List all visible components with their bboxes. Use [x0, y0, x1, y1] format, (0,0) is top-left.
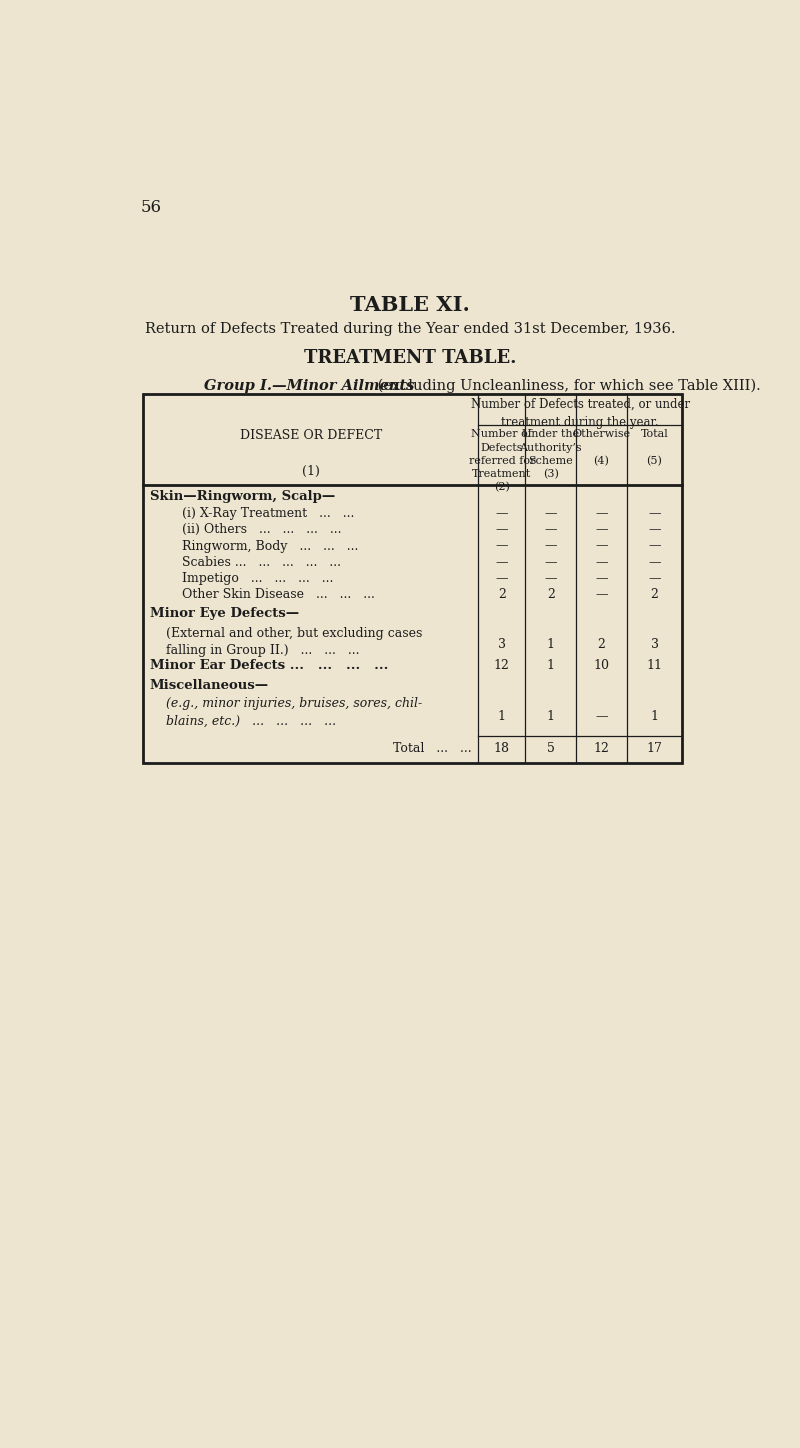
- Text: —: —: [648, 507, 661, 520]
- Text: 11: 11: [646, 659, 662, 672]
- Text: —: —: [595, 507, 608, 520]
- Text: —: —: [545, 523, 557, 536]
- Text: 1: 1: [498, 710, 506, 723]
- Text: —: —: [648, 572, 661, 585]
- Text: —: —: [595, 588, 608, 601]
- Text: 10: 10: [594, 659, 610, 672]
- Text: 12: 12: [494, 659, 510, 672]
- Text: —: —: [545, 556, 557, 569]
- Text: —: —: [545, 572, 557, 585]
- Text: Under the
Authority’s
Scheme
(3): Under the Authority’s Scheme (3): [519, 430, 582, 479]
- Text: —: —: [495, 556, 508, 569]
- Text: 1: 1: [546, 637, 554, 650]
- Text: —: —: [595, 523, 608, 536]
- Text: Ringworm, Body   ...   ...   ...: Ringworm, Body ... ... ...: [150, 540, 358, 553]
- Text: (e.g., minor injuries, bruises, sores, chil-
    blains, etc.)   ...   ...   ...: (e.g., minor injuries, bruises, sores, c…: [150, 698, 422, 728]
- Text: Miscellaneous—: Miscellaneous—: [150, 679, 269, 692]
- Text: —: —: [648, 540, 661, 553]
- Text: 2: 2: [498, 588, 506, 601]
- Text: 2: 2: [598, 637, 606, 650]
- Text: 17: 17: [646, 741, 662, 754]
- Text: —: —: [595, 540, 608, 553]
- Text: TABLE XI.: TABLE XI.: [350, 295, 470, 316]
- Text: 2: 2: [546, 588, 554, 601]
- Text: Return of Defects Treated during the Year ended 31st December, 1936.: Return of Defects Treated during the Yea…: [145, 321, 675, 336]
- Text: Other Skin Disease   ...   ...   ...: Other Skin Disease ... ... ...: [150, 588, 374, 601]
- Text: —: —: [595, 556, 608, 569]
- Text: —: —: [495, 572, 508, 585]
- Text: —: —: [595, 710, 608, 723]
- Text: —: —: [545, 507, 557, 520]
- Text: TREATMENT TABLE.: TREATMENT TABLE.: [304, 349, 516, 368]
- Text: Otherwise

(4): Otherwise (4): [572, 430, 630, 466]
- Text: 1: 1: [546, 659, 554, 672]
- Text: Minor Eye Defects—: Minor Eye Defects—: [150, 607, 298, 620]
- Text: 2: 2: [650, 588, 658, 601]
- Text: 3: 3: [498, 637, 506, 650]
- Text: 18: 18: [494, 741, 510, 754]
- Text: (excluding Uncleanliness, for which see Table XIII).: (excluding Uncleanliness, for which see …: [373, 378, 761, 392]
- Bar: [143, 394, 682, 763]
- Text: (i) X-Ray Treatment   ...   ...: (i) X-Ray Treatment ... ...: [150, 507, 354, 520]
- Text: 1: 1: [546, 710, 554, 723]
- Text: 3: 3: [650, 637, 658, 650]
- Text: —: —: [495, 523, 508, 536]
- Text: Scabies ...   ...   ...   ...   ...: Scabies ... ... ... ... ...: [150, 556, 341, 569]
- Text: Number of
Defects
referred for
Treatment
(2): Number of Defects referred for Treatment…: [469, 430, 535, 492]
- Text: DISEASE OR DEFECT

(1): DISEASE OR DEFECT (1): [240, 430, 382, 478]
- Text: —: —: [495, 540, 508, 553]
- Text: Minor Ear Defects ...   ...   ...   ...: Minor Ear Defects ... ... ... ...: [150, 659, 388, 672]
- Text: Total   ...   ...: Total ... ...: [394, 741, 472, 754]
- Text: 1: 1: [650, 710, 658, 723]
- Text: Impetigo   ...   ...   ...   ...: Impetigo ... ... ... ...: [150, 572, 333, 585]
- Text: —: —: [595, 572, 608, 585]
- Text: 56: 56: [140, 200, 162, 216]
- Text: Skin—Ringworm, Scalp—: Skin—Ringworm, Scalp—: [150, 491, 335, 504]
- Text: (ii) Others   ...   ...   ...   ...: (ii) Others ... ... ... ...: [150, 523, 341, 536]
- Text: —: —: [648, 556, 661, 569]
- Text: —: —: [495, 507, 508, 520]
- Text: (External and other, but excluding cases
    falling in Group II.)   ...   ...  : (External and other, but excluding cases…: [150, 627, 422, 657]
- Text: 5: 5: [546, 741, 554, 754]
- Text: 12: 12: [594, 741, 610, 754]
- Text: —: —: [545, 540, 557, 553]
- Text: Group I.—Minor Ailments: Group I.—Minor Ailments: [204, 378, 414, 392]
- Text: Total

(5): Total (5): [641, 430, 668, 466]
- Text: —: —: [648, 523, 661, 536]
- Text: Number of Defects treated, or under
treatment during the year.: Number of Defects treated, or under trea…: [470, 398, 690, 429]
